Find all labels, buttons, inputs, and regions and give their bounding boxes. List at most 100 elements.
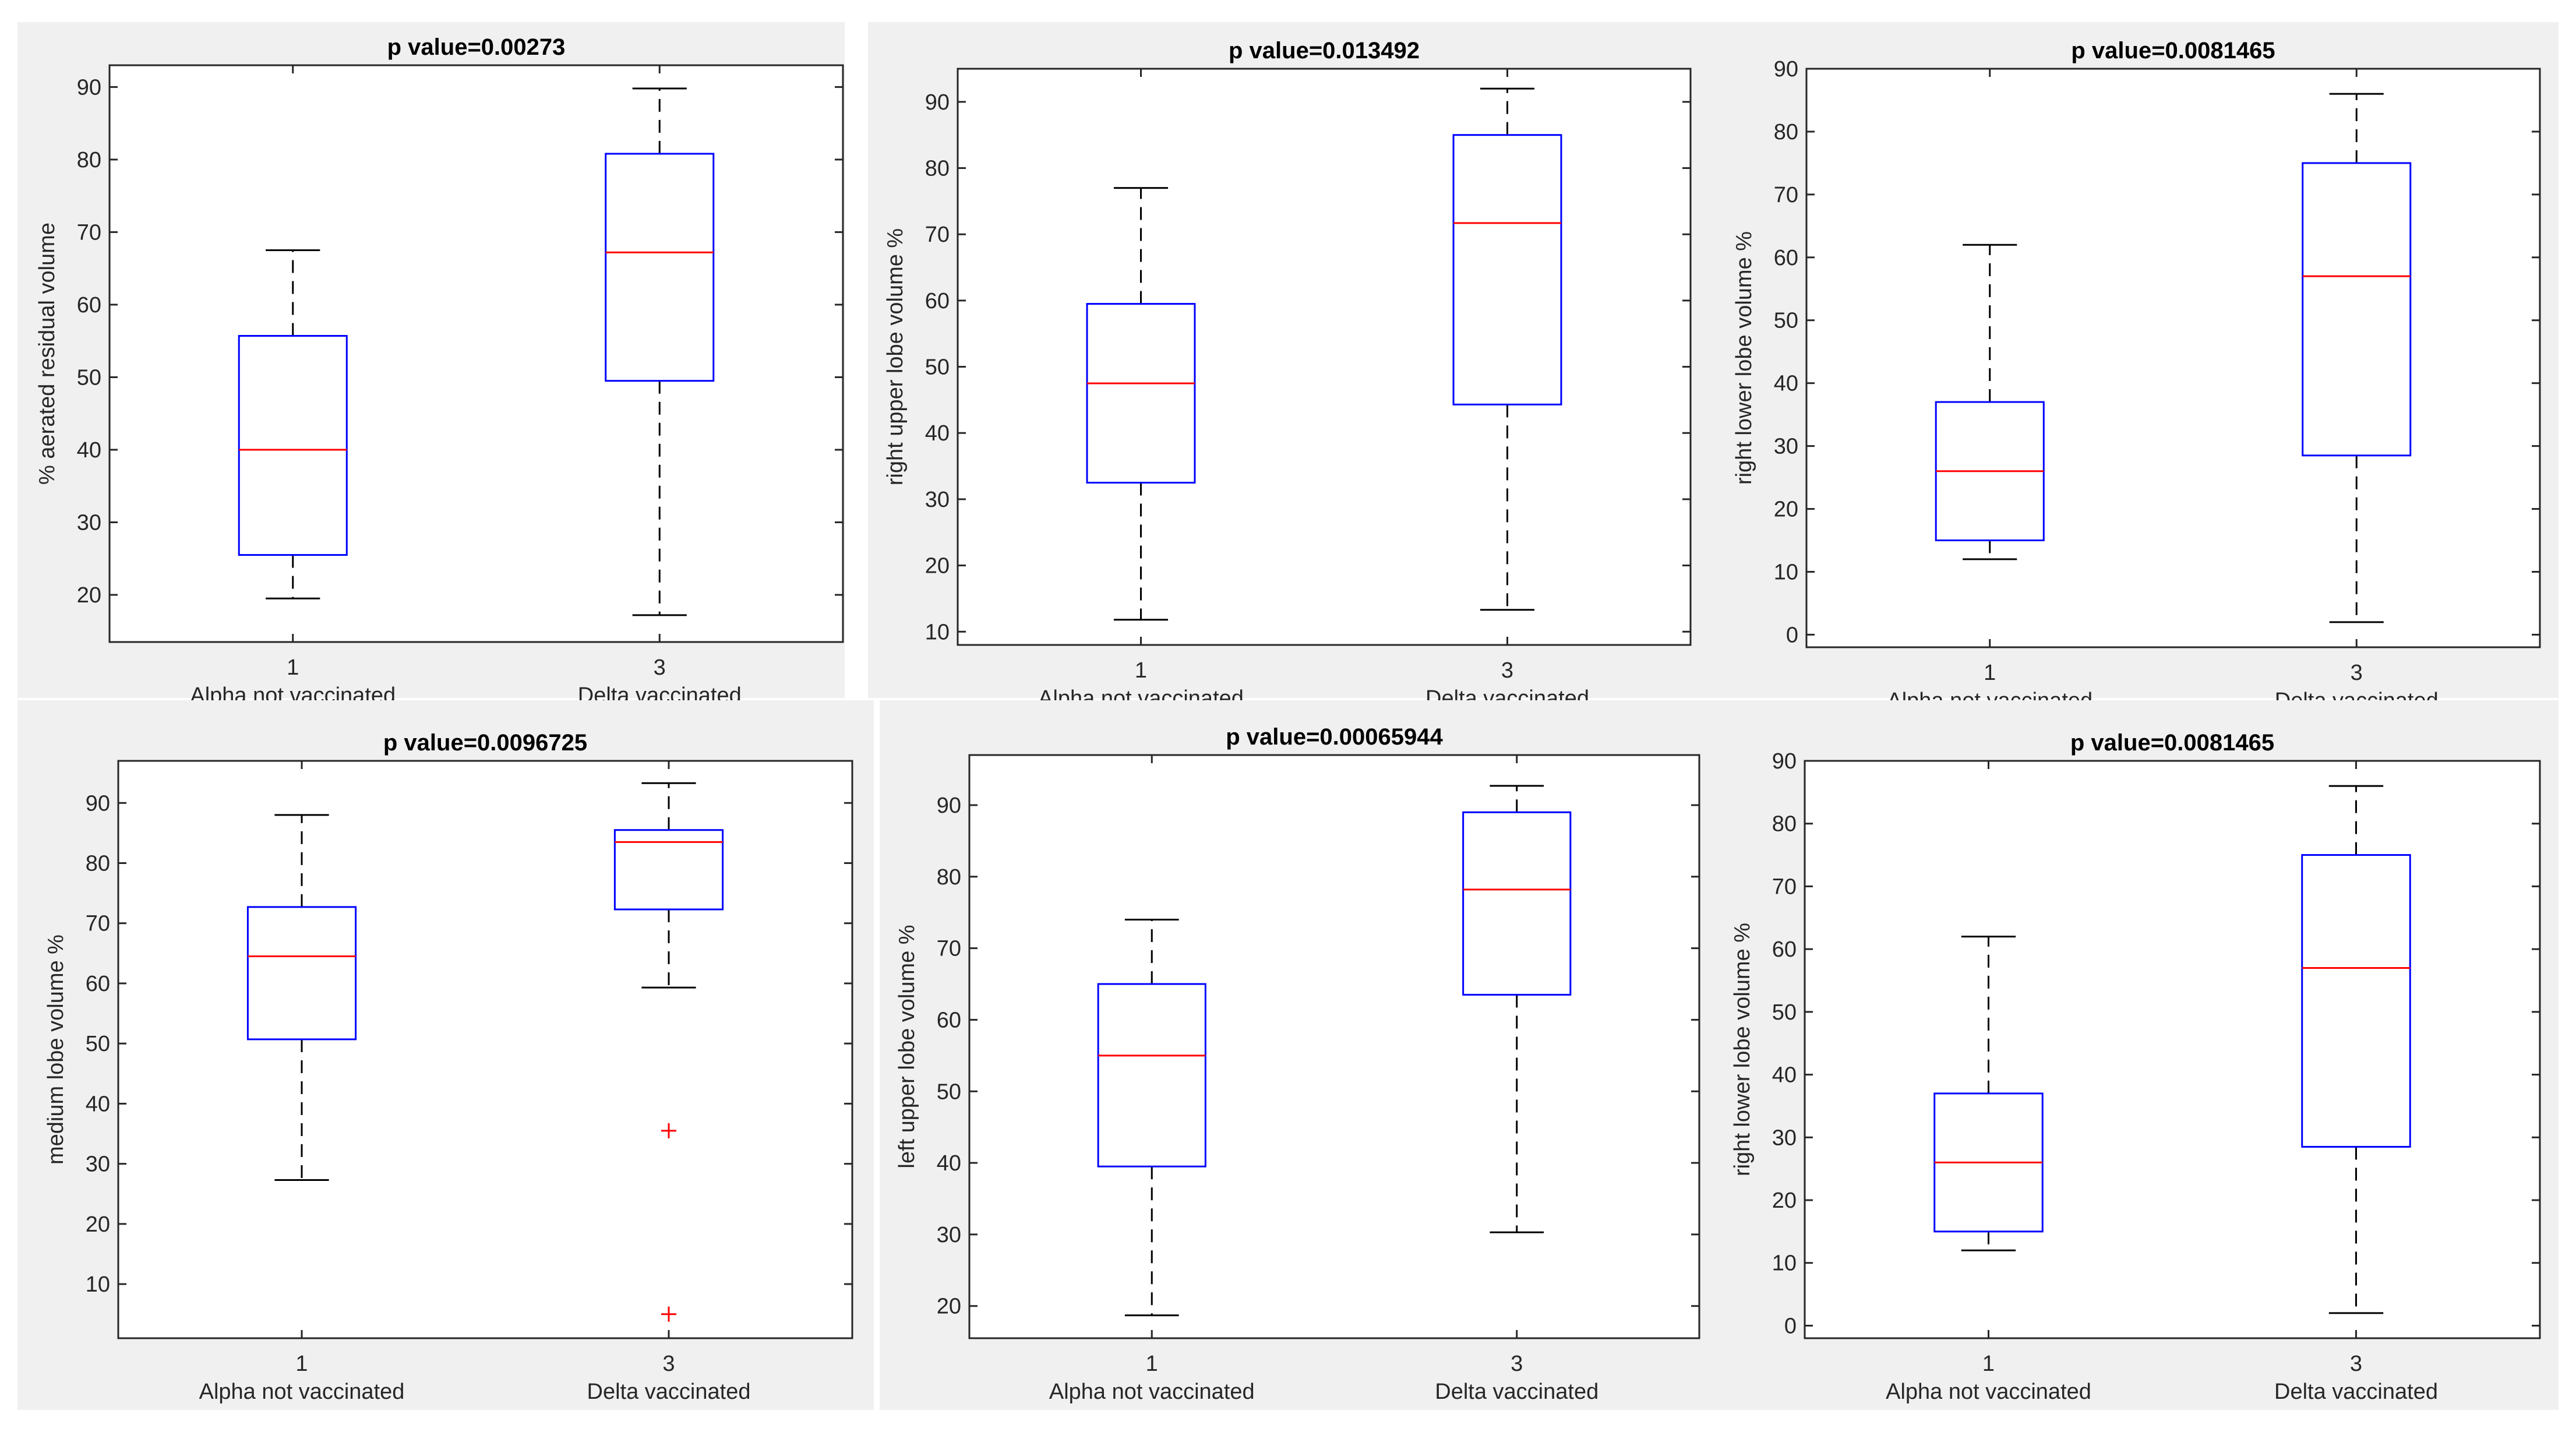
y-tick-label: 30 — [86, 1152, 110, 1177]
y-tick-label: 40 — [77, 438, 101, 463]
y-tick-label: 90 — [1772, 749, 1797, 774]
y-tick-label: 0 — [1786, 623, 1798, 647]
y-tick-label: 90 — [1774, 57, 1798, 82]
y-tick-label: 0 — [1784, 1314, 1797, 1338]
plot-area — [957, 68, 1692, 646]
y-tick-label: 40 — [937, 1151, 961, 1176]
y-tick-label: 30 — [925, 488, 950, 512]
panel-4: p value=0.0096725 medium lobe volume % 10 2… — [17, 700, 874, 1410]
y-tick-label: 20 — [77, 583, 101, 608]
y-tick-label: 10 — [1774, 560, 1798, 584]
x-tick-label: 3 — [1511, 1352, 1523, 1376]
category-label: Delta vaccinated — [587, 1380, 751, 1404]
iqr-box — [238, 334, 348, 556]
y-tick-label: 60 — [1774, 246, 1798, 270]
y-tick-label: 90 — [925, 90, 950, 115]
y-axis-label: right lower lobe volume % — [1730, 923, 1755, 1176]
x-tick-label: 1 — [1984, 661, 1996, 685]
category-label: Alpha not vaccinated — [1049, 1380, 1255, 1404]
y-tick-label: 60 — [86, 972, 110, 996]
y-tick-label: 90 — [77, 75, 101, 100]
y-tick-label: 60 — [77, 293, 101, 318]
y-axis-label: % aerated residual volume — [35, 223, 59, 485]
panel-5: p value=0.00065944 left upper lobe volume… — [880, 700, 1729, 1410]
y-tick-label: 50 — [1774, 309, 1798, 333]
y-tick-label: 70 — [925, 223, 950, 247]
y-tick-label: 40 — [1774, 372, 1798, 396]
y-tick-label: 60 — [925, 289, 950, 313]
plot-area — [1805, 68, 2541, 648]
y-tick-label: 50 — [925, 355, 950, 380]
iqr-box — [605, 153, 715, 382]
panel-1: p value=0.00273 % aerated residual volume… — [17, 22, 845, 708]
y-tick-label: 50 — [937, 1080, 961, 1104]
chart-title: p value=0.00065944 — [1226, 724, 1443, 750]
x-tick-label: 3 — [654, 655, 666, 680]
panel-3: p value=0.0081465 right lower lobe volume… — [1729, 22, 2559, 713]
chart-title: p value=0.013492 — [1229, 38, 1420, 64]
y-tick-label: 20 — [1774, 498, 1798, 522]
iqr-box — [1086, 303, 1196, 484]
plot-area — [1804, 760, 2541, 1339]
y-tick-label: 70 — [86, 912, 110, 936]
y-tick-label: 90 — [86, 791, 110, 816]
plot-area — [108, 64, 844, 643]
category-label: Delta vaccinated — [1435, 1380, 1598, 1404]
y-tick-label: 80 — [77, 148, 101, 172]
y-tick-label: 20 — [86, 1212, 110, 1237]
x-tick-label: 1 — [1146, 1352, 1158, 1376]
plot-area — [968, 754, 1700, 1339]
y-tick-label: 40 — [925, 421, 950, 446]
y-tick-label: 30 — [937, 1223, 961, 1247]
outlier-marker — [661, 1306, 676, 1322]
category-label: Alpha not vaccinated — [199, 1380, 405, 1404]
x-tick-label: 1 — [1982, 1352, 1995, 1376]
y-tick-label: 70 — [1774, 183, 1798, 207]
y-tick-label: 80 — [1772, 812, 1797, 837]
y-tick-label: 30 — [1772, 1126, 1797, 1150]
iqr-box — [613, 829, 724, 911]
y-tick-label: 80 — [86, 851, 110, 876]
y-tick-label: 70 — [77, 220, 101, 245]
y-tick-label: 70 — [937, 937, 961, 961]
panel-6: p value=0.0081465 right lower lobe volume… — [1729, 700, 2559, 1410]
y-tick-label: 70 — [1772, 874, 1797, 899]
y-tick-label: 10 — [925, 620, 950, 644]
y-tick-label: 60 — [1772, 937, 1797, 962]
x-tick-label: 3 — [662, 1352, 675, 1376]
x-tick-label: 1 — [287, 655, 299, 680]
y-tick-label: 50 — [77, 365, 101, 390]
y-tick-label: 80 — [937, 865, 961, 890]
y-tick-label: 60 — [937, 1008, 961, 1032]
iqr-box — [2302, 162, 2412, 457]
x-tick-label: 3 — [2351, 661, 2363, 685]
x-tick-label: 3 — [2350, 1352, 2362, 1376]
y-axis-label: medium lobe volume % — [44, 934, 68, 1165]
panel-2: p value=0.013492 right upper lobe volume … — [868, 22, 1729, 711]
y-tick-label: 20 — [937, 1295, 961, 1319]
y-tick-label: 50 — [86, 1032, 110, 1056]
y-tick-label: 40 — [86, 1092, 110, 1116]
y-tick-label: 10 — [1772, 1251, 1797, 1276]
y-tick-label: 30 — [77, 511, 101, 535]
iqr-box — [1452, 134, 1562, 405]
y-axis-label: right lower lobe volume % — [1732, 231, 1756, 485]
y-tick-label: 40 — [1772, 1063, 1797, 1088]
plot-area — [117, 760, 853, 1339]
y-tick-label: 90 — [937, 793, 961, 818]
x-tick-label: 1 — [1135, 658, 1147, 683]
y-tick-label: 80 — [1774, 120, 1798, 144]
x-tick-label: 1 — [295, 1352, 308, 1376]
chart-title: p value=0.0081465 — [2071, 38, 2275, 64]
iqr-box — [2301, 854, 2411, 1148]
chart-title: p value=0.0096725 — [383, 730, 587, 756]
y-axis-label: left upper lobe volume % — [895, 925, 919, 1168]
chart-title: p value=0.0081465 — [2070, 730, 2274, 756]
iqr-box — [246, 906, 357, 1041]
chart-title: p value=0.00273 — [387, 34, 566, 60]
iqr-box — [1462, 811, 1572, 996]
category-label: Alpha not vaccinated — [1886, 1380, 2091, 1404]
y-tick-label: 30 — [1774, 435, 1798, 459]
y-tick-label: 20 — [1772, 1188, 1797, 1213]
